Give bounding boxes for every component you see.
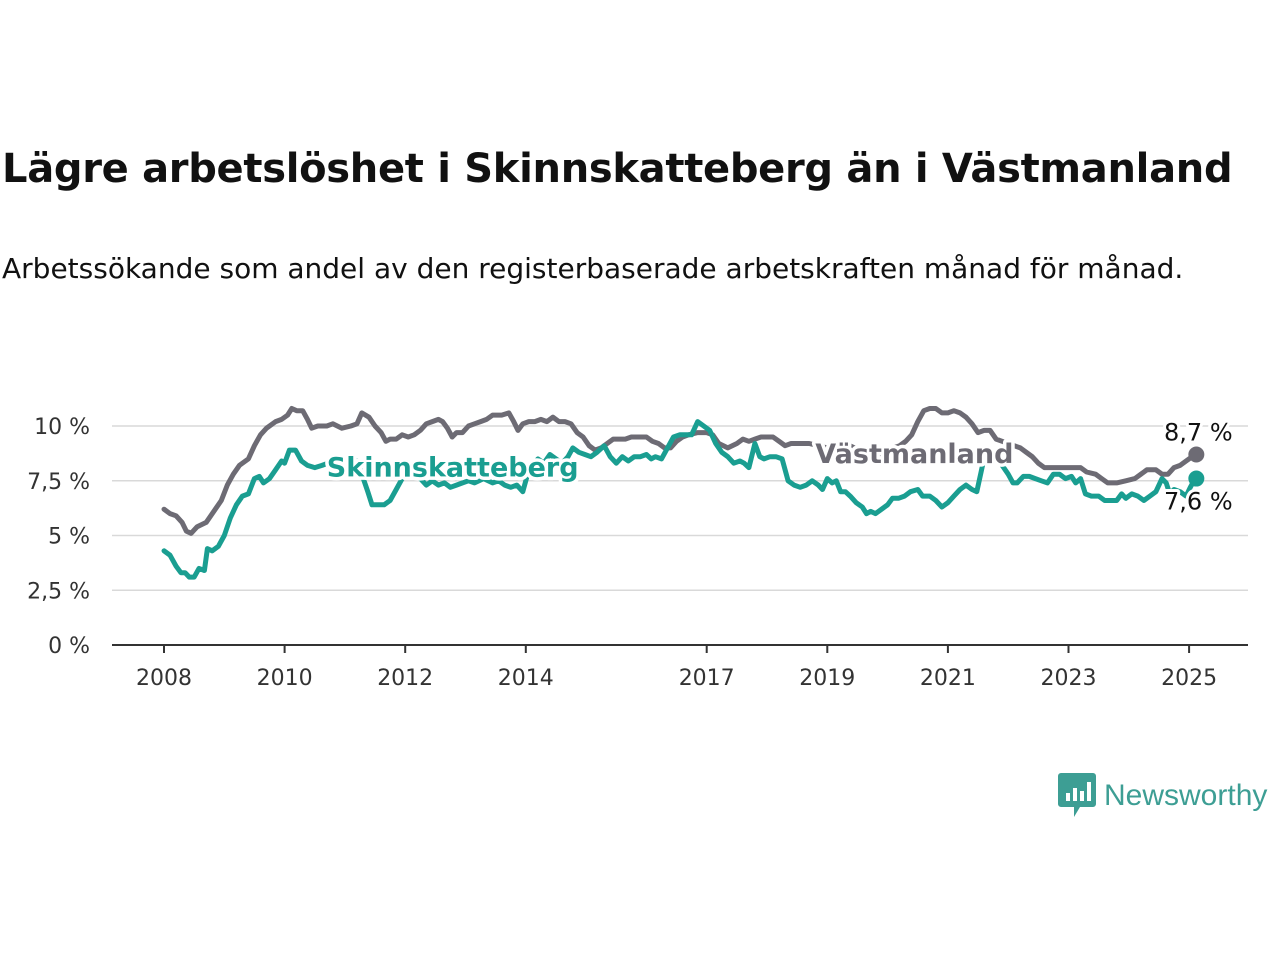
series-line-1: [161, 419, 1199, 580]
x-tick-label: 2023: [1041, 666, 1097, 691]
y-tick-label: 7,5 %: [27, 470, 90, 495]
x-tick-label: 2014: [498, 666, 554, 691]
series-line-0: [161, 406, 1199, 536]
y-tick-label: 5 %: [48, 525, 90, 550]
x-tick-label: 2010: [257, 666, 313, 691]
line-chart: 0 % 2,5 % 5 % 7,5 % 10 % 2008 2010 2012 2014 201…: [27, 406, 1248, 691]
y-tick-label: 2,5 %: [27, 579, 90, 604]
newsworthy-logo-icon: [1058, 773, 1096, 817]
series-lines: [161, 406, 1205, 580]
grid-lines: [112, 425, 1248, 591]
x-tick-label: 2025: [1161, 666, 1217, 691]
series-end-label: 7,6 %: [1164, 488, 1233, 516]
brand-name: Newsworthy: [1104, 779, 1268, 812]
y-tick-label: 10 %: [34, 415, 90, 440]
y-tick-label: 0 %: [48, 634, 90, 659]
x-axis-ticks: 2008 2010 2012 2014 2017 2019 2021 2023 2025: [136, 645, 1217, 691]
newsworthy-logo[interactable]: Newsworthy: [1058, 772, 1267, 820]
series-name-label: Skinnskatteberg: [327, 452, 579, 483]
x-tick-label: 2017: [679, 666, 735, 691]
series-end-marker-0: [1188, 446, 1205, 463]
chart-subtitle: Arbetssökande som andel av den registerb…: [2, 252, 1184, 285]
x-tick-label: 2008: [136, 666, 192, 691]
series-labels: Västmanland Skinnskatteberg 8,7 % 7,6 %: [323, 415, 1235, 518]
y-axis-ticks: 0 % 2,5 % 5 % 7,5 % 10 %: [27, 415, 90, 659]
x-tick-label: 2021: [920, 666, 976, 691]
chart-title: Lägre arbetslöshet i Skinnskatteberg än …: [2, 146, 1233, 192]
x-tick-label: 2019: [799, 666, 855, 691]
series-name-label: Västmanland: [815, 439, 1013, 470]
series-end-label: 8,7 %: [1164, 418, 1233, 446]
x-tick-label: 2012: [377, 666, 433, 691]
series-end-marker-1: [1188, 470, 1205, 487]
